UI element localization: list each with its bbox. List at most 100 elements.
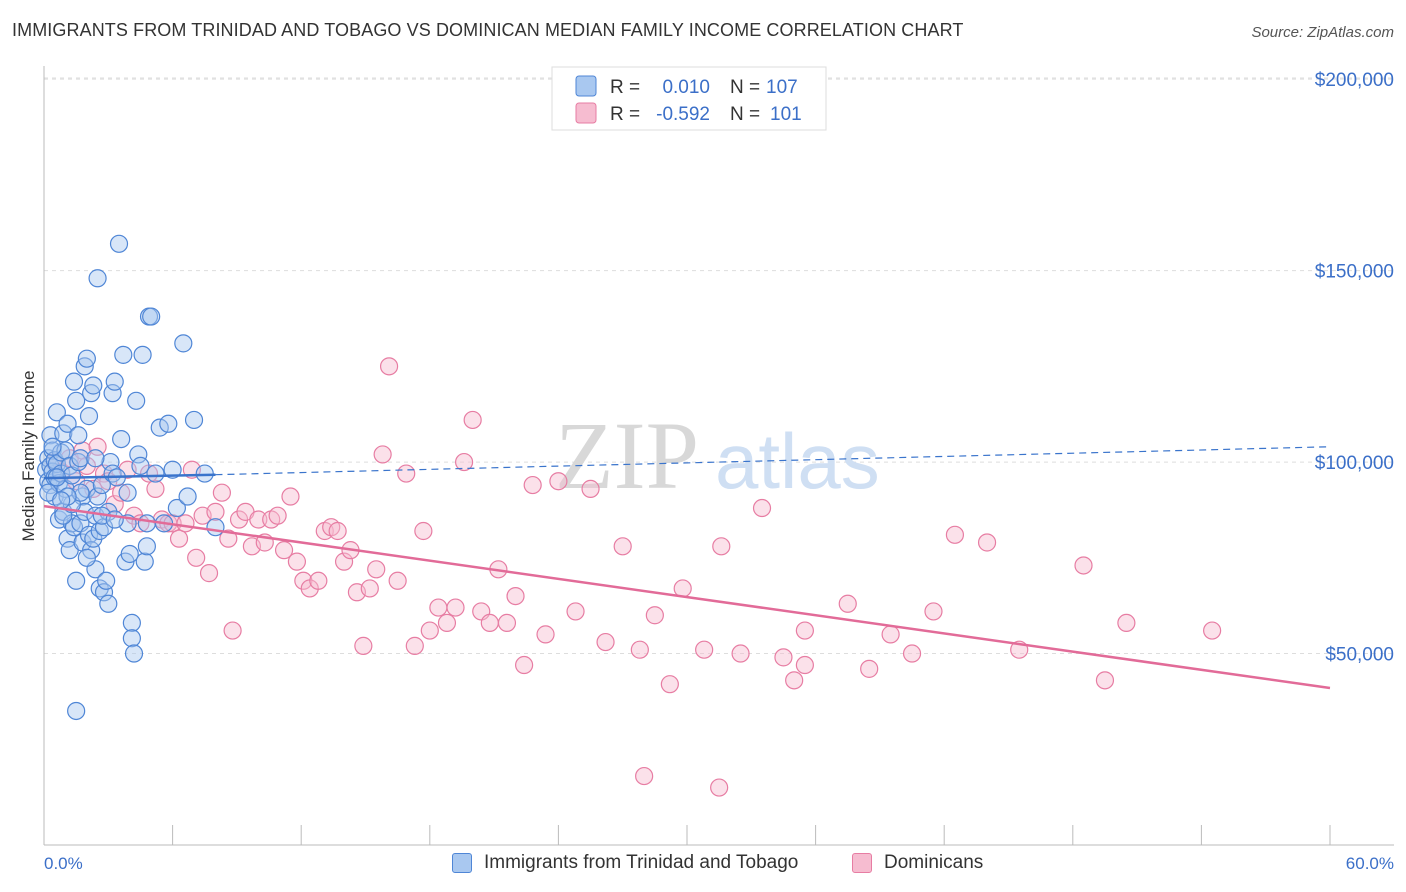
point-dominicans — [774, 648, 793, 667]
point-dominicans — [187, 548, 206, 567]
point-trinidad — [84, 376, 103, 395]
point-dominicans — [446, 598, 465, 617]
point-dominicans — [581, 479, 600, 498]
legend-n-value-2: 101 — [770, 104, 802, 125]
point-trinidad — [131, 456, 150, 476]
point-trinidad — [112, 429, 131, 449]
point-dominicans — [367, 560, 386, 579]
point-trinidad — [101, 452, 120, 472]
legend-swatch-dominicans — [575, 102, 597, 124]
point-trinidad — [99, 594, 118, 613]
y-tick-label: $50,000 — [1325, 645, 1394, 666]
point-trinidad — [124, 644, 144, 663]
point-trinidad — [47, 403, 66, 422]
point-trinidad — [150, 418, 169, 437]
point-trinidad — [52, 491, 71, 510]
y-tick-label: $100,000 — [1315, 453, 1394, 474]
point-dominicans — [309, 571, 328, 590]
chart-title: IMMIGRANTS FROM TRINIDAD AND TOBAGO VS D… — [12, 20, 964, 40]
series-trinidad-points — [37, 234, 225, 721]
point-dominicans — [360, 579, 379, 598]
point-trinidad — [127, 391, 146, 410]
trend-line-dominicans — [43, 504, 1331, 690]
legend-label-dominicans: Dominicans — [884, 852, 984, 873]
trend-line-trinidad — [43, 473, 216, 480]
point-trinidad — [167, 498, 186, 518]
point-trinidad — [105, 510, 124, 529]
point-dominicans — [169, 529, 189, 548]
point-dominicans — [429, 598, 448, 617]
point-trinidad — [114, 345, 133, 364]
point-dominicans — [977, 533, 997, 552]
point-dominicans — [287, 552, 307, 571]
legend-swatch-dominicans-bottom — [852, 853, 872, 873]
y-axis-label: Median Family Income — [19, 370, 38, 541]
point-trinidad — [118, 483, 137, 502]
point-dominicans — [881, 625, 900, 644]
point-dominicans — [795, 621, 814, 640]
point-dominicans — [497, 613, 517, 633]
point-trinidad — [163, 460, 182, 479]
point-dominicans — [860, 659, 879, 678]
legend-n-value-1: 107 — [766, 77, 798, 98]
point-dominicans — [660, 675, 679, 694]
point-dominicans — [596, 632, 615, 652]
point-trinidad — [103, 384, 122, 403]
point-dominicans — [249, 510, 268, 529]
point-dominicans — [397, 464, 416, 483]
point-trinidad — [77, 548, 96, 567]
point-dominicans — [334, 552, 354, 571]
point-trinidad — [64, 372, 84, 391]
y-tick-labels: $50,000 $100,000 $150,000 $200,000 — [1315, 70, 1394, 665]
point-dominicans — [480, 613, 499, 633]
point-trinidad — [135, 552, 154, 571]
trend-line-trinidad-extension — [215, 446, 1331, 476]
watermark-zip: ZIP — [555, 402, 699, 509]
point-trinidad — [67, 701, 86, 721]
point-dominicans — [212, 483, 231, 502]
point-dominicans — [328, 521, 347, 541]
point-trinidad — [109, 234, 129, 253]
point-trinidad — [184, 410, 204, 430]
point-trinidad — [71, 449, 90, 468]
point-trinidad — [146, 464, 165, 483]
watermark-atlas: atlas — [715, 417, 880, 505]
legend-bottom: Immigrants from Trinidad and Tobago Domi… — [0, 852, 1406, 878]
point-trinidad — [206, 518, 225, 537]
point-dominicans — [1074, 556, 1093, 575]
legend-n-label-2: N = — [730, 104, 760, 125]
point-dominicans — [536, 625, 555, 644]
legend-swatch-trinidad — [575, 75, 597, 97]
point-dominicans — [437, 613, 457, 633]
legend-n-label-1: N = — [730, 77, 760, 98]
point-dominicans — [902, 644, 922, 663]
legend-r-label-1: R = — [610, 77, 640, 98]
point-dominicans — [405, 636, 424, 655]
point-dominicans — [566, 602, 585, 621]
point-dominicans — [1095, 671, 1115, 690]
point-trinidad — [67, 391, 86, 410]
point-trinidad — [105, 372, 124, 391]
point-dominicans — [206, 502, 225, 521]
y-tick-label: $150,000 — [1315, 262, 1394, 283]
point-trinidad — [137, 537, 156, 556]
point-dominicans — [463, 410, 482, 430]
point-dominicans — [388, 571, 407, 590]
point-trinidad — [122, 629, 141, 648]
point-dominicans — [379, 357, 399, 376]
legend-swatch-trinidad-bottom — [452, 853, 472, 873]
point-trinidad — [133, 345, 152, 364]
grid-layer — [44, 77, 1394, 655]
point-trinidad — [174, 334, 193, 353]
x-tick-label-max: 60.0% — [1346, 854, 1394, 873]
point-trinidad — [88, 269, 107, 288]
point-dominicans — [414, 521, 433, 541]
point-trinidad — [97, 571, 116, 590]
legend-item-trinidad: Immigrants from Trinidad and Tobago — [452, 852, 798, 874]
point-trinidad — [88, 487, 107, 506]
point-trinidad — [58, 414, 77, 433]
point-dominicans — [630, 640, 649, 659]
legend-r-label-2: R = — [610, 104, 640, 125]
point-dominicans — [785, 671, 804, 690]
